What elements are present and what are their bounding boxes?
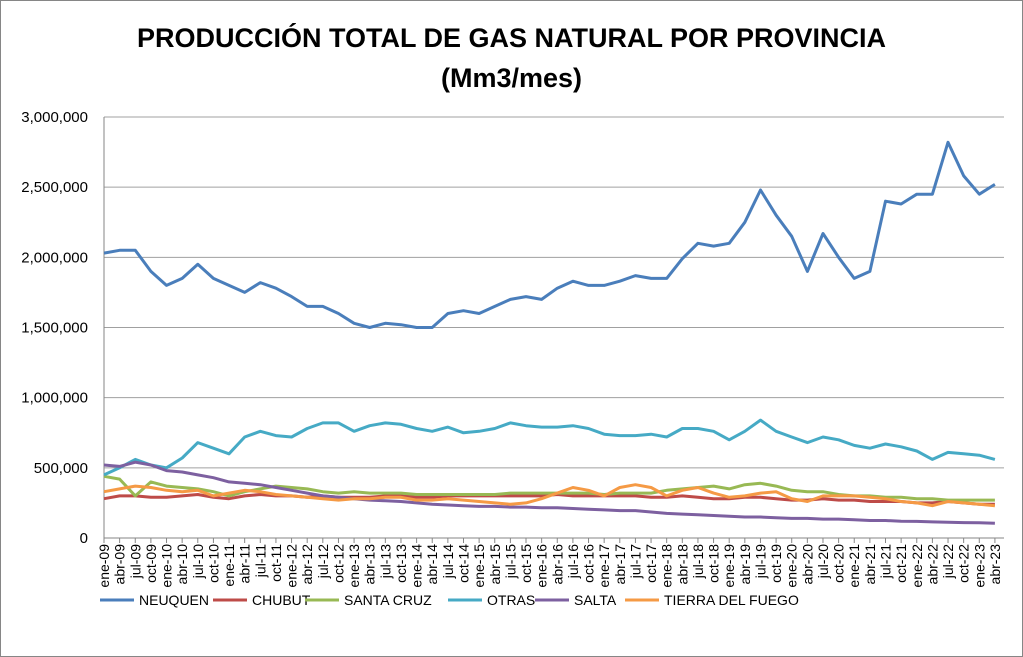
y-tick-label: 3,000,000 <box>21 109 88 126</box>
x-tick-label: abr-23 <box>987 544 1003 585</box>
y-tick-label: 1,000,000 <box>21 390 88 407</box>
x-tick-label: ene-15 <box>471 544 487 588</box>
x-tick-label: oct-15 <box>518 544 534 583</box>
x-tick-label: oct-14 <box>455 544 471 583</box>
series-line-neuquen <box>103 140 996 329</box>
x-tick-label: abr-14 <box>424 544 440 585</box>
x-tick-label: ene-18 <box>659 544 675 588</box>
x-tick-label: abr-18 <box>674 544 690 585</box>
x-tick-label: oct-16 <box>581 544 597 583</box>
x-tick-label: jul-12 <box>315 544 331 579</box>
x-tick-label: abr-13 <box>362 544 378 585</box>
legend-label: TIERRA DEL FUEGO <box>664 592 799 608</box>
x-tick-label: oct-11 <box>268 544 284 582</box>
subtitle-text: (Mm3/mes) <box>440 63 583 93</box>
legend-label: OTRAS <box>487 592 535 608</box>
legend-label: SALTA <box>574 592 617 608</box>
series-line-tierra-del-fuego <box>103 483 996 508</box>
x-tick-label: abr-10 <box>174 544 190 585</box>
x-tick-label: jul-21 <box>878 544 894 579</box>
chart-title: PRODUCCIÓN TOTAL DE GAS NATURAL POR PROV… <box>0 18 1023 98</box>
series-line-otras <box>103 418 996 477</box>
x-tick-label: ene-10 <box>159 544 175 588</box>
y-tick-label: 0 <box>80 530 88 547</box>
x-tick-label: ene-17 <box>596 544 612 588</box>
title-text: PRODUCCIÓN TOTAL DE GAS NATURAL POR PROV… <box>136 23 887 53</box>
x-tick-label: oct-10 <box>205 544 221 583</box>
x-tick-label: abr-11 <box>237 544 253 584</box>
x-tick-label: jul-16 <box>565 544 581 579</box>
legend-label: NEUQUEN <box>139 592 209 608</box>
x-tick-label: abr-19 <box>737 544 753 585</box>
x-tick-label: ene-21 <box>846 544 862 588</box>
x-tick-label: ene-11 <box>221 544 237 587</box>
x-tick-label: abr-15 <box>487 544 503 585</box>
x-tick-label: ene-12 <box>284 544 300 588</box>
x-tick-label: jul-17 <box>627 544 643 579</box>
legend-label: CHUBUT <box>252 592 311 608</box>
x-tick-label: oct-21 <box>893 544 909 583</box>
x-tick-label: oct-09 <box>143 544 159 583</box>
x-tick-label: ene-20 <box>784 544 800 588</box>
x-tick-label: ene-22 <box>909 544 925 588</box>
x-tick-label: abr-16 <box>549 544 565 585</box>
series-line-salta <box>103 460 995 525</box>
x-tick-label: abr-09 <box>112 544 128 585</box>
x-tick-label: ene-16 <box>534 544 550 588</box>
x-tick-label: oct-12 <box>330 544 346 583</box>
x-tick-label: oct-22 <box>956 544 972 583</box>
y-tick-label: 1,500,000 <box>21 320 88 337</box>
y-tick-label: 2,500,000 <box>21 179 88 196</box>
x-tick-label: ene-13 <box>346 544 362 588</box>
x-tick-label: oct-17 <box>643 544 659 583</box>
x-tick-label: oct-13 <box>393 544 409 583</box>
x-tick-label: jul-13 <box>377 544 393 579</box>
x-tick-label: abr-12 <box>299 544 315 585</box>
x-tick-label: oct-19 <box>768 544 784 583</box>
x-tick-label: oct-18 <box>706 544 722 583</box>
y-tick-label: 500,000 <box>34 460 88 477</box>
x-tick-label: jul-14 <box>440 544 456 579</box>
x-tick-label: jul-09 <box>127 544 143 579</box>
x-tick-label: jul-20 <box>815 544 831 579</box>
x-tick-label: ene-23 <box>971 544 987 588</box>
x-tick-label: abr-21 <box>862 544 878 585</box>
x-tick-label: ene-19 <box>721 544 737 588</box>
x-tick-label: ene-09 <box>96 544 112 588</box>
x-tick-label: jul-10 <box>190 544 206 579</box>
x-tick-label: abr-17 <box>612 544 628 585</box>
legend-label: SANTA CRUZ <box>344 592 432 608</box>
x-tick-label: abr-20 <box>799 544 815 585</box>
x-tick-label: jul-19 <box>752 544 768 579</box>
x-tick-label: abr-22 <box>924 544 940 585</box>
x-tick-label: jul-18 <box>690 544 706 579</box>
x-tick-label: jul-15 <box>502 544 518 579</box>
y-tick-label: 2,000,000 <box>21 249 88 266</box>
x-tick-label: jul-11 <box>252 544 268 578</box>
x-tick-label: oct-20 <box>831 544 847 583</box>
x-tick-label: ene-14 <box>409 544 425 588</box>
x-tick-label: jul-22 <box>940 544 956 579</box>
